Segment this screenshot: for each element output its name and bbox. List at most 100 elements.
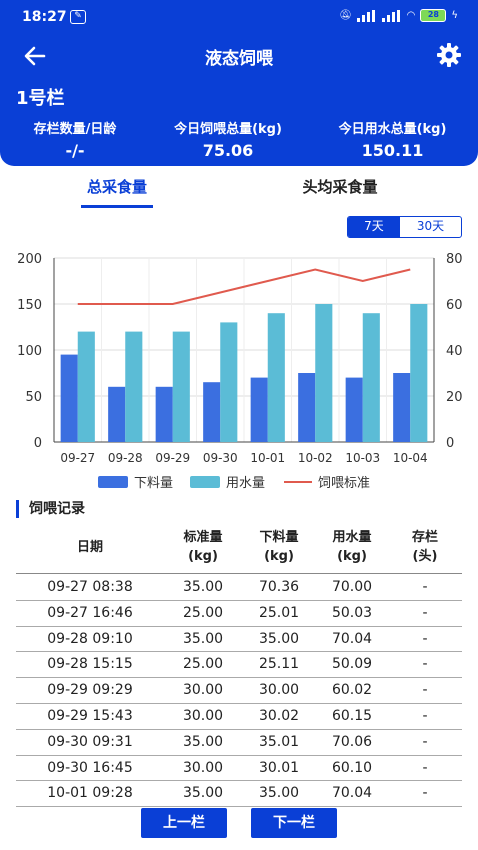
feed-bar <box>393 373 411 442</box>
column-header: 用水量 (kg) <box>316 528 388 566</box>
y-right-tick-label: 80 <box>446 252 463 267</box>
table-cell: 09-27 16:46 <box>47 604 133 621</box>
header: 18:27 ✎ 🔕︎ ◠ 28 ϟ 液态饲喂 <box>0 0 478 166</box>
stat-label: 今日饲喂总量(kg) <box>174 122 282 137</box>
table-row[interactable]: 09-30 09:31 35.00 35.01 70.06 - <box>16 730 462 756</box>
table-cell: - <box>422 579 428 595</box>
y-left-tick-label: 50 <box>25 390 42 405</box>
feed-bar <box>60 354 78 442</box>
feed-bar <box>203 382 221 442</box>
table-cell: - <box>422 630 428 647</box>
table-cell: - <box>422 785 428 802</box>
table-cell: 10-01 09:28 <box>47 785 133 802</box>
table-cell: 25.01 <box>258 604 300 621</box>
column-header: 存栏 (头) <box>388 528 462 566</box>
stat-stock-age: 存栏数量/日龄 -/- <box>0 118 150 160</box>
y-left-tick-label: 100 <box>17 344 42 359</box>
legend-label-standard: 饲喂标准 <box>318 476 370 491</box>
wrench-icon: ✎ <box>70 10 86 24</box>
table-row[interactable]: 09-30 16:45 30.00 30.01 60.10 - <box>16 756 462 782</box>
table-row[interactable]: 09-27 08:38 35.00 70.36 70.00 - <box>16 575 462 601</box>
water-bar <box>410 304 428 442</box>
next-pen-button[interactable]: 下一栏 <box>251 808 337 838</box>
table-row[interactable]: 09-29 09:29 30.00 30.00 60.02 - <box>16 678 462 704</box>
table-cell: 50.09 <box>331 656 373 673</box>
feed-bar <box>250 377 268 442</box>
y-right-tick-label: 40 <box>446 344 463 359</box>
range-30-days-button[interactable]: 30天 <box>416 219 445 233</box>
table-row[interactable]: 09-28 15:15 25.00 25.11 50.09 - <box>16 652 462 679</box>
table-cell: 35.00 <box>258 785 300 802</box>
column-header: 日期 <box>16 538 164 557</box>
y-left-tick-label: 200 <box>17 252 42 267</box>
table-cell: 30.00 <box>182 682 224 699</box>
column-header: 下料量 (kg) <box>242 528 316 566</box>
table-cell: 70.00 <box>331 579 373 595</box>
table-cell: 70.06 <box>331 733 373 750</box>
feed-bar <box>298 373 316 442</box>
table-cell: 25.11 <box>258 656 300 673</box>
intake-chart-svg: 0 50 100 150 200 0 20 40 60 80 09-27 09-28 09-29 09-3… <box>17 252 463 491</box>
x-tick-label: 10-04 <box>393 451 428 465</box>
legend-label-feed: 下料量 <box>134 476 173 491</box>
table-cell: 30.02 <box>258 707 300 724</box>
table-cell: 30.00 <box>182 759 224 776</box>
tab-total-intake[interactable]: 总采食量 <box>81 176 153 208</box>
wifi-icon: ◠ <box>406 10 416 21</box>
previous-pen-button[interactable]: 上一栏 <box>141 808 227 838</box>
table-row[interactable]: 09-28 09:10 35.00 35.00 70.04 - <box>16 627 462 653</box>
table-cell: 09-28 15:15 <box>47 656 133 673</box>
status-bar: 18:27 ✎ 🔕︎ ◠ 28 ϟ <box>0 0 478 34</box>
water-bar <box>267 313 285 442</box>
records-title: 饲喂记录 <box>16 500 85 518</box>
water-bar <box>220 322 238 442</box>
table-cell: 09-30 16:45 <box>47 759 133 776</box>
pen-name: 1号栏 <box>16 88 65 109</box>
table-cell: 35.00 <box>258 630 300 647</box>
stat-value: -/- <box>65 141 85 160</box>
legend-swatch-water <box>190 476 220 488</box>
x-tick-label: 09-30 <box>203 451 238 465</box>
y-left-tick-label: 0 <box>34 436 42 451</box>
charging-icon: ϟ <box>451 10 458 21</box>
table-row[interactable]: 10-01 09:28 35.00 35.00 70.04 - <box>16 781 462 808</box>
column-header-label: 用水量 <box>332 530 372 545</box>
signal-icon-2 <box>381 9 402 22</box>
legend-swatch-feed <box>98 476 128 488</box>
water-bar <box>172 331 190 442</box>
table-cell: 09-27 08:38 <box>47 579 133 595</box>
signal-icon <box>356 9 377 22</box>
table-cell: 30.01 <box>258 759 300 776</box>
back-arrow-icon[interactable] <box>22 43 48 69</box>
table-cell: 70.36 <box>258 579 300 595</box>
x-tick-label: 10-02 <box>298 451 333 465</box>
column-header-label: 日期 <box>76 540 103 555</box>
tab-per-head-intake[interactable]: 头均采食量 <box>302 178 378 196</box>
x-tick-label: 09-27 <box>60 451 95 465</box>
column-header-label: 存栏 <box>411 530 438 545</box>
table-cell: 35.00 <box>182 579 224 595</box>
table-row[interactable]: 09-29 15:43 30.00 30.02 60.15 - <box>16 704 462 730</box>
table-cell: 70.04 <box>331 630 373 647</box>
table-cell: - <box>422 682 428 699</box>
table-cell: 60.02 <box>331 682 373 699</box>
table-row[interactable]: 09-27 16:46 25.00 25.01 50.03 - <box>16 601 462 627</box>
range-7-days-button[interactable]: 7天 <box>348 217 400 237</box>
feed-bar <box>108 386 126 442</box>
nav-bar: 液态饲喂 <box>0 38 478 74</box>
stat-value: 150.11 <box>361 141 424 160</box>
legend-label-water: 用水量 <box>226 476 265 491</box>
table-cell: 09-30 09:31 <box>47 733 133 750</box>
table-cell: 35.00 <box>182 733 224 750</box>
stat-label: 存栏数量/日龄 <box>33 122 117 137</box>
battery-icon: 28 <box>420 9 447 22</box>
column-header-unit: (kg) <box>264 549 294 564</box>
stat-today-water: 今日用水总量(kg) 150.11 <box>310 118 475 160</box>
table-cell: 30.00 <box>182 707 224 724</box>
x-tick-label: 10-03 <box>345 451 380 465</box>
table-cell: 50.03 <box>331 604 373 621</box>
x-tick-label: 09-29 <box>155 451 190 465</box>
gear-icon[interactable] <box>436 42 462 68</box>
chart-tabs: 总采食量 头均采食量 <box>0 176 478 210</box>
stat-value: 75.06 <box>202 141 254 160</box>
